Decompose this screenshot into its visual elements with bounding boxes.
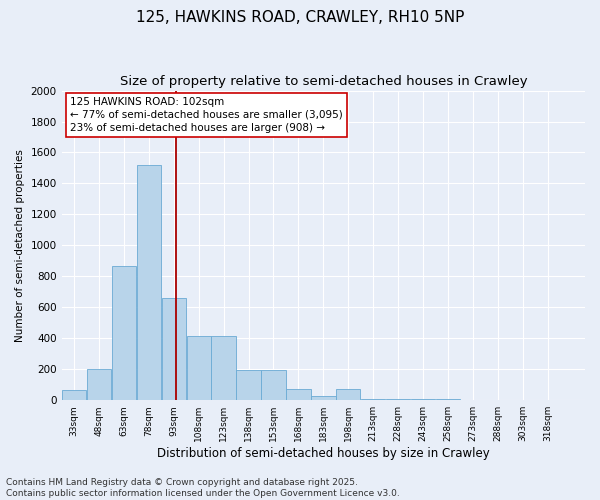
Text: Contains HM Land Registry data © Crown copyright and database right 2025.
Contai: Contains HM Land Registry data © Crown c…	[6, 478, 400, 498]
Bar	[336, 390, 361, 400]
Title: Size of property relative to semi-detached houses in Crawley: Size of property relative to semi-detach…	[119, 75, 527, 88]
Text: 125, HAWKINS ROAD, CRAWLEY, RH10 5NP: 125, HAWKINS ROAD, CRAWLEY, RH10 5NP	[136, 10, 464, 25]
Bar	[137, 165, 161, 400]
Bar	[62, 390, 86, 400]
X-axis label: Distribution of semi-detached houses by size in Crawley: Distribution of semi-detached houses by …	[157, 447, 490, 460]
Bar	[361, 398, 385, 400]
Bar	[187, 336, 211, 400]
Bar	[386, 398, 410, 400]
Bar	[261, 370, 286, 400]
Bar	[286, 388, 311, 400]
Bar	[161, 298, 186, 400]
Y-axis label: Number of semi-detached properties: Number of semi-detached properties	[15, 149, 25, 342]
Bar	[112, 266, 136, 400]
Bar	[236, 370, 261, 400]
Bar	[211, 336, 236, 400]
Bar	[87, 369, 111, 400]
Bar	[311, 396, 335, 400]
Text: 125 HAWKINS ROAD: 102sqm
← 77% of semi-detached houses are smaller (3,095)
23% o: 125 HAWKINS ROAD: 102sqm ← 77% of semi-d…	[70, 96, 343, 133]
